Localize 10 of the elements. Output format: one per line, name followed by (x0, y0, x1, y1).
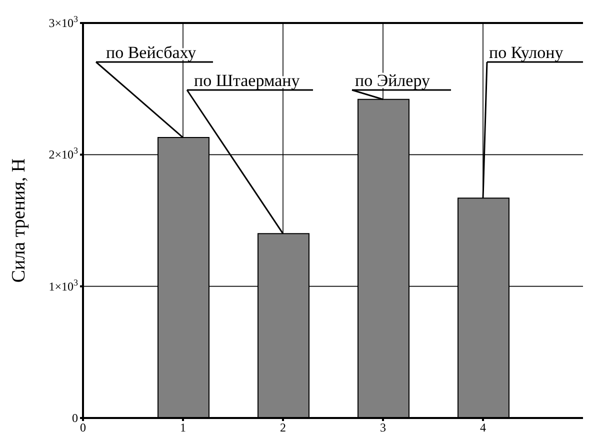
x-tick-label: 4 (480, 420, 486, 435)
y-tick-label: 2×10$^{3}$ (48, 146, 78, 162)
x-tick-label: 1 (180, 420, 186, 435)
x-tick-label: 3 (380, 420, 386, 435)
annotation: по Кулону (489, 43, 564, 62)
y-axis-title: Сила трения, Н (8, 158, 30, 283)
x-tick-label: 2 (280, 420, 286, 435)
y-tick-label: 3×10$^{3}$ (48, 14, 78, 30)
y-tick-label: 0 (72, 411, 78, 425)
y-tick-label: 1×10$^{3}$ (48, 277, 78, 294)
